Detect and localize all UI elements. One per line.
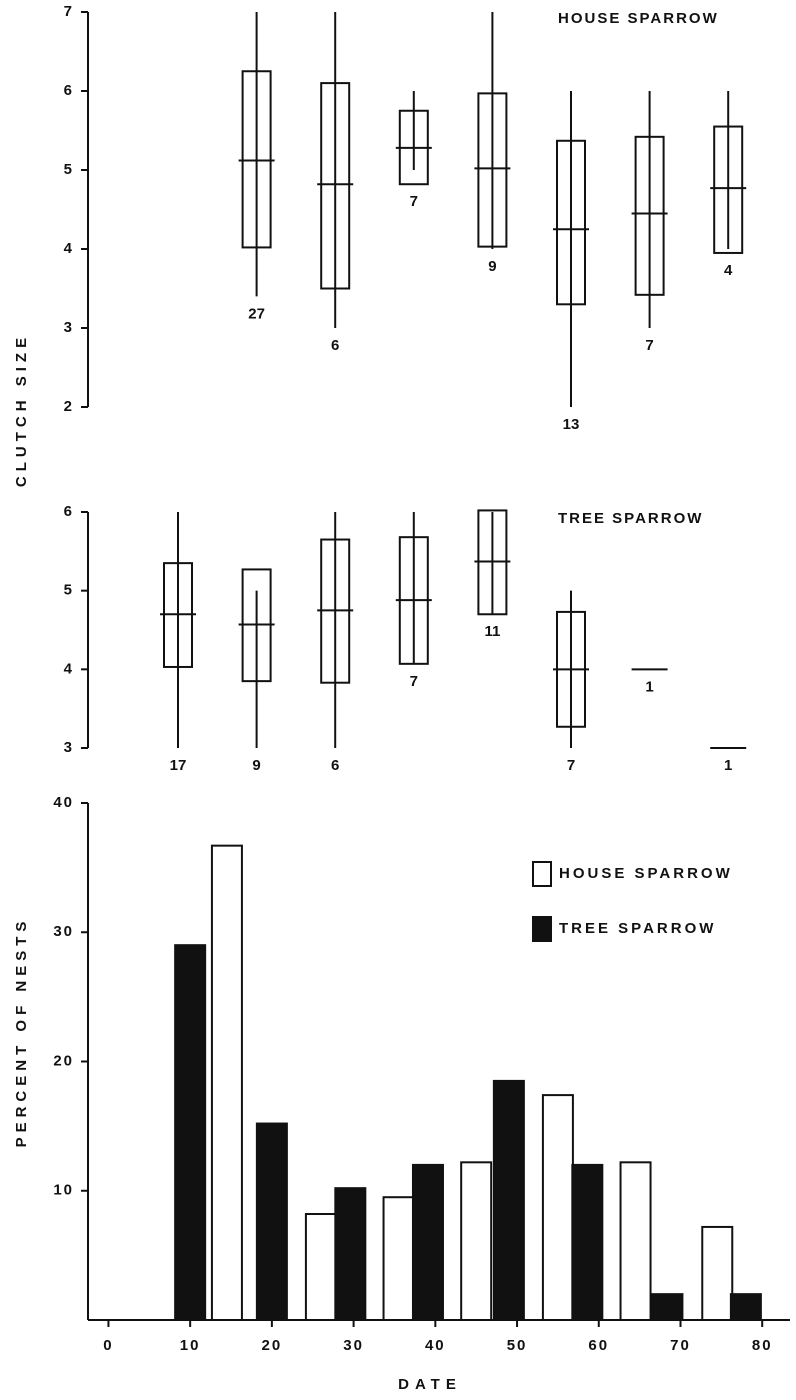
panel-title: HOUSE SPARROW xyxy=(558,10,719,27)
n-label: 13 xyxy=(563,416,580,433)
n-label: 4 xyxy=(724,262,733,279)
x-tick-label: 10 xyxy=(180,1337,201,1354)
y-tick-label: 2 xyxy=(64,398,74,415)
y-tick-label: 6 xyxy=(64,82,74,99)
n-label: 1 xyxy=(724,757,732,774)
bar xyxy=(541,1094,574,1321)
bar xyxy=(571,1163,604,1322)
bar xyxy=(174,944,207,1321)
y-tick-label: 7 xyxy=(64,3,74,20)
n-label: 27 xyxy=(248,305,265,322)
n-label: 6 xyxy=(331,337,339,354)
box xyxy=(241,70,272,249)
y-axis-label: PERCENT OF NESTS xyxy=(13,917,30,1148)
box xyxy=(713,125,744,254)
y-tick-label: 40 xyxy=(53,794,74,811)
y-axis-label: CLUTCH SIZE xyxy=(13,333,30,487)
n-label: 1 xyxy=(645,678,653,695)
n-label: 9 xyxy=(252,757,260,774)
y-tick-label: 10 xyxy=(53,1182,74,1199)
x-tick-label: 0 xyxy=(103,1337,113,1354)
bar xyxy=(651,1293,684,1322)
bar xyxy=(492,1079,525,1321)
y-tick-label: 3 xyxy=(64,739,74,756)
bar xyxy=(334,1187,367,1322)
y-tick-label: 20 xyxy=(53,1052,74,1069)
legend-swatch xyxy=(532,916,552,942)
y-tick-label: 5 xyxy=(64,582,74,599)
n-label: 11 xyxy=(484,623,500,640)
y-tick-label: 5 xyxy=(64,161,74,178)
legend-label: HOUSE SPARROW xyxy=(559,865,733,882)
x-tick-label: 40 xyxy=(425,1337,446,1354)
x-tick-label: 50 xyxy=(507,1337,528,1354)
x-tick-label: 20 xyxy=(262,1337,283,1354)
bar xyxy=(619,1161,652,1321)
y-tick-label: 4 xyxy=(64,240,74,257)
box xyxy=(556,139,586,306)
bar xyxy=(460,1161,493,1321)
x-tick-label: 60 xyxy=(588,1337,609,1354)
box xyxy=(320,82,351,290)
bar xyxy=(701,1225,734,1321)
bar xyxy=(304,1213,337,1322)
n-label: 7 xyxy=(567,757,575,774)
box xyxy=(477,92,508,248)
bar xyxy=(255,1122,288,1322)
bar xyxy=(411,1163,444,1322)
x-tick-label: 70 xyxy=(670,1337,691,1354)
panel-title: TREE SPARROW xyxy=(558,510,703,527)
x-tick-label: 80 xyxy=(752,1337,773,1354)
n-label: 7 xyxy=(410,673,418,690)
n-label: 6 xyxy=(331,757,339,774)
bar xyxy=(729,1293,762,1322)
x-axis-label: DATE xyxy=(398,1376,462,1393)
legend-swatch xyxy=(532,861,552,887)
y-tick-label: 4 xyxy=(64,660,74,677)
y-tick-label: 3 xyxy=(64,319,74,336)
n-label: 7 xyxy=(645,337,653,354)
y-tick-label: 6 xyxy=(64,503,74,520)
box xyxy=(634,135,665,296)
n-label: 9 xyxy=(488,258,496,275)
bar xyxy=(210,844,243,1322)
legend-label: TREE SPARROW xyxy=(559,920,716,937)
y-tick-label: 30 xyxy=(53,923,74,940)
x-tick-label: 30 xyxy=(343,1337,364,1354)
bar xyxy=(382,1196,415,1322)
n-label: 17 xyxy=(170,757,187,774)
n-label: 7 xyxy=(410,193,418,210)
